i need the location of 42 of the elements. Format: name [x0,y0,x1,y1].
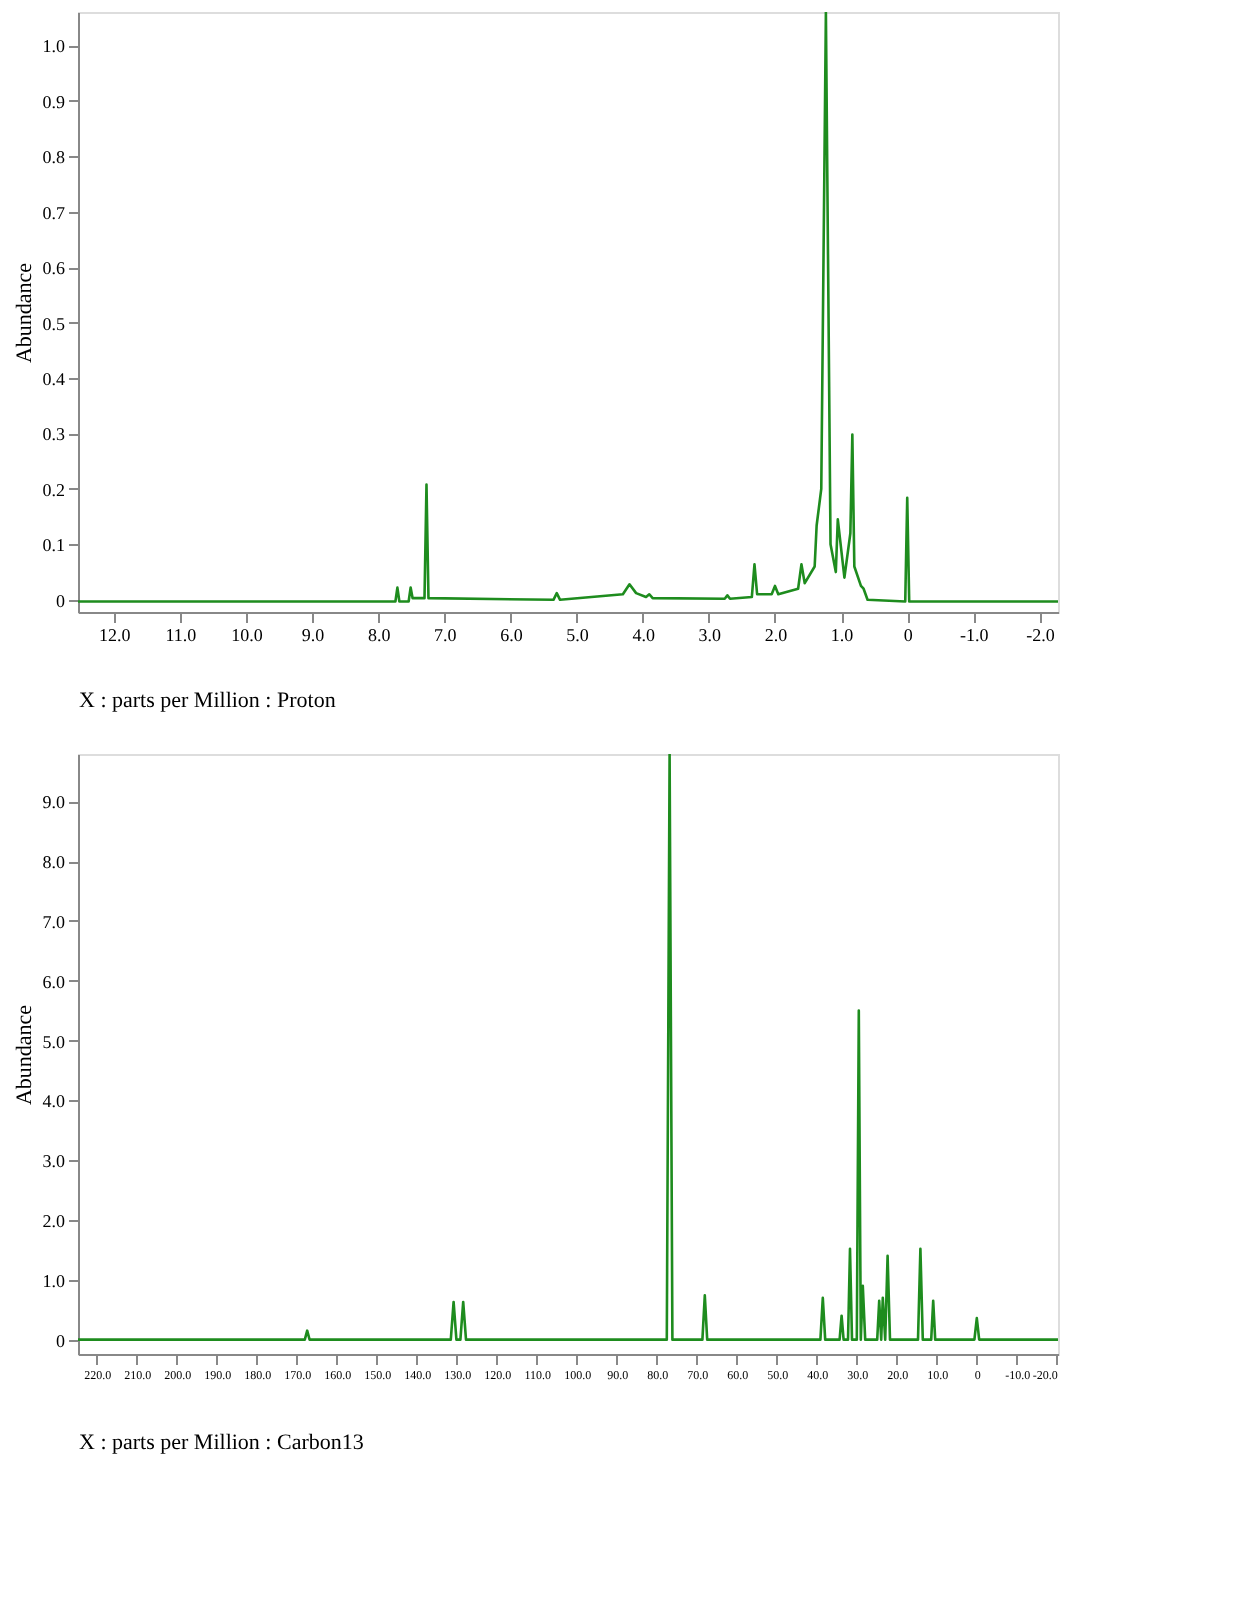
y-tick-label: 2.0 [42,1211,66,1231]
x-tick-label: 10.0 [231,625,264,645]
x-tick-label: 4.0 [632,625,656,645]
y-tick-label: 1.0 [42,36,66,57]
x-tick-label: 3.0 [698,625,723,645]
x-tick-label: 9.0 [301,625,326,645]
y-tick-label: 5.0 [42,1031,66,1052]
line-series [78,12,1058,603]
y-tick-label: 8.0 [42,852,66,873]
y-tick-label: 0.6 [42,258,66,279]
y-tick-label: 0 [56,1330,66,1351]
x-tick-label: 8.0 [367,625,392,645]
y-tick-label: 4.0 [42,1091,66,1112]
y-tick-label: 9.0 [42,792,66,813]
y-tick-label: 0.2 [42,479,65,500]
x-axis-title: X : parts per Million : Proton [79,689,337,713]
y-tick-label: 0.7 [42,202,66,223]
y-tick-label: 0.4 [42,368,66,389]
x-tick-label: 7.0 [434,625,458,645]
x-tick-label: -1.0 [960,625,990,645]
x-tick-label: 12.0 [98,625,132,645]
y-tick-label: 7.0 [42,911,66,932]
x-tick-label: -2.0 [1026,625,1056,645]
y-tick-label: 1.0 [42,1270,66,1291]
y-tick-label: 0.5 [42,313,66,334]
y-axis-title: Abundance [12,262,37,364]
x-tick-label: 1.0 [830,625,855,645]
line-series [78,754,1058,1341]
y-tick-label: 0.9 [42,91,66,112]
x-tick-label: 11.0 [165,625,198,645]
y-tick-label: 6.0 [42,971,66,992]
x-tick-label: 0 [903,625,914,645]
x-tick-label: 2.0 [764,625,789,645]
y-tick-label: 0.8 [42,147,66,168]
x-axis-title: X : parts per Million : Carbon13 [79,1431,365,1455]
y-tick-label: 3.0 [42,1151,66,1172]
y-tick-label: 0 [56,590,66,611]
y-tick-label: 0.3 [42,424,66,445]
y-axis-title: Abundance [12,1004,37,1106]
x-tick-label: 6.0 [500,625,524,645]
y-tick-label: 0.1 [42,535,65,556]
x-tick-label: 5.0 [566,625,590,645]
